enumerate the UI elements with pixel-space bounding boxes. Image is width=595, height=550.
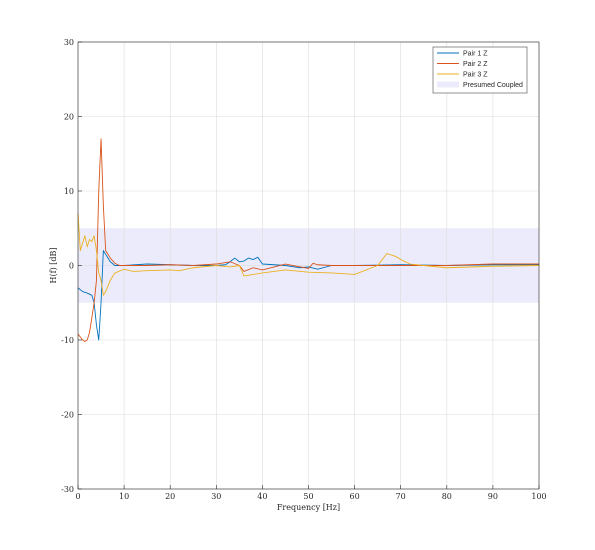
x-tick-label: 60	[350, 492, 360, 501]
series-line-pair-3-z	[77, 213, 540, 296]
x-tick-label: 40	[257, 492, 267, 501]
x-tick-label: 10	[119, 492, 129, 501]
x-tick-label: 100	[531, 492, 546, 501]
y-tick-label: -20	[61, 411, 74, 420]
plot-area: 0 10 20 30 40 50 60 70 80 90 100 -30 -20 -10 0 10 20 30	[61, 38, 547, 501]
y-tick-label: -30	[61, 485, 74, 494]
x-tick-label: 90	[488, 492, 498, 501]
ticks: 0 10 20 30 40 50 60 70 80 90 100 -30 -20 -10 0 10 20 30	[61, 38, 547, 501]
x-tick-label: 20	[165, 492, 175, 501]
y-tick-label: 0	[69, 262, 74, 271]
x-tick-label: 0	[75, 492, 80, 501]
legend[interactable]: Pair 1 Z Pair 2 Z Pair 3 Z Presumed Coupled	[432, 46, 528, 94]
y-tick-label: 20	[64, 113, 74, 122]
legend-label-pair-2-z: Pair 2 Z	[463, 61, 488, 68]
series-line-pair-1-z	[77, 250, 539, 341]
legend-label-pair-1-z: Pair 1 Z	[463, 51, 488, 58]
y-tick-label: 30	[64, 38, 74, 47]
x-tick-label: 80	[442, 492, 452, 501]
legend-label-presumed-coupled: Presumed Coupled	[463, 82, 523, 89]
legend-swatch-presumed-coupled	[437, 81, 459, 88]
series-layer	[77, 138, 540, 342]
x-axis-label: Frequency [Hz]	[277, 503, 340, 512]
legend-label-pair-3-z: Pair 3 Z	[463, 72, 488, 79]
x-tick-label: 50	[303, 492, 313, 501]
x-tick-label: 30	[211, 492, 221, 501]
y-axis-label: H(f) [dB]	[49, 248, 58, 284]
series-line-pair-2-z	[77, 138, 539, 342]
y-tick-label: 10	[64, 187, 74, 196]
x-tick-label: 70	[396, 492, 406, 501]
y-tick-label: -10	[61, 336, 74, 345]
